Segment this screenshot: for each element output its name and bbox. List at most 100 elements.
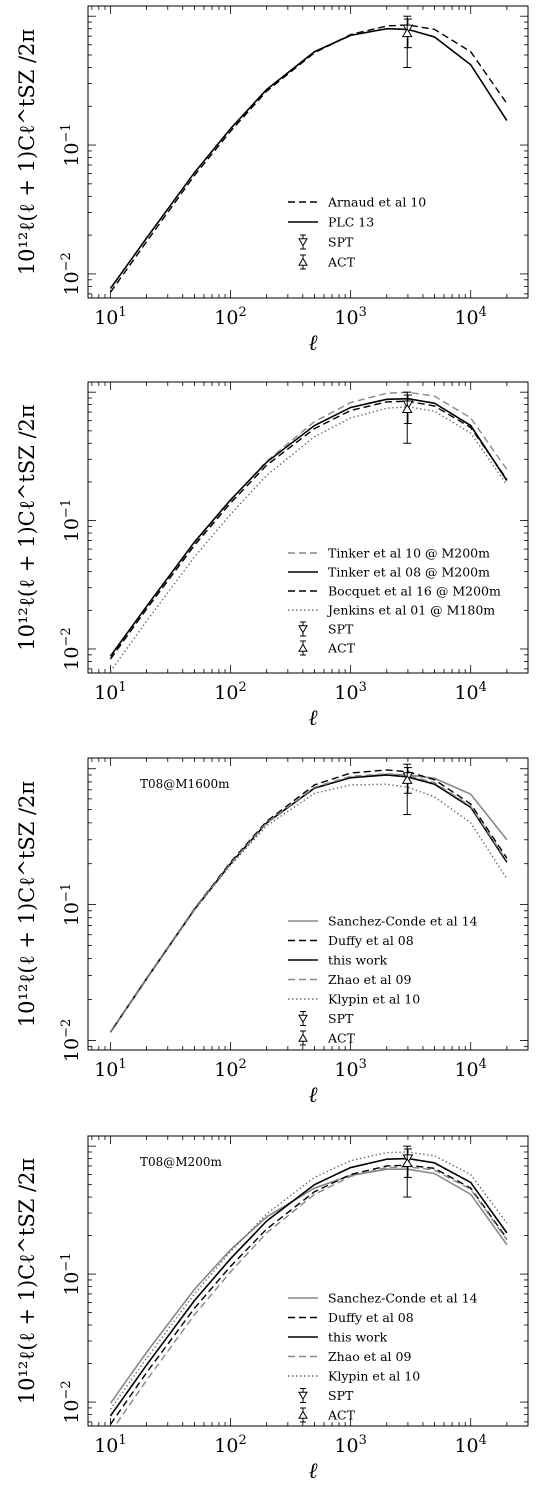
- x-tick-label: 101: [94, 1433, 126, 1457]
- act-data-point: [401, 28, 413, 38]
- legend-marker: [298, 1391, 308, 1401]
- x-tick-label: 103: [334, 680, 366, 704]
- legend-label: Duffy et al 08: [328, 1310, 414, 1325]
- plot-frame: [87, 757, 529, 1051]
- legend: Arnaud et al 10 PLC 13 SPT ACT: [288, 195, 426, 270]
- chart-panel-2: 101 102 103 104 10−2 10−1 ℓ 10¹²ℓ(ℓ + 1)Cℓ^tSZ …: [15, 381, 529, 731]
- legend-label: Bocquet et al 16 @ M200m: [328, 584, 501, 599]
- series-line-1: [109, 24, 508, 293]
- series-line-2: [109, 397, 508, 657]
- y-axis-label: 10¹²ℓ(ℓ + 1)Cℓ^tSZ /2π: [15, 29, 39, 276]
- x-tick-label: 102: [214, 1057, 246, 1081]
- legend-marker: [298, 1033, 308, 1042]
- series-line-4: [109, 406, 508, 672]
- panel-annotation: T08@M200m: [140, 1155, 222, 1169]
- y-tick-label: 10−1: [59, 883, 83, 926]
- x-tick-label: 102: [214, 305, 246, 329]
- x-tick-label: 104: [454, 1057, 486, 1081]
- x-tick-label: 104: [454, 1433, 486, 1457]
- legend-label: SPT: [328, 1011, 354, 1026]
- plot-frame: [87, 1135, 529, 1427]
- legend-label: Jenkins et al 01 @ M180m: [326, 603, 495, 618]
- y-tick-label: 10−2: [59, 627, 83, 670]
- series-line-2: [109, 1164, 508, 1425]
- x-tick-label: 101: [94, 305, 126, 329]
- y-tick-label: 10−1: [59, 123, 83, 166]
- series-line-5: [109, 1151, 508, 1410]
- legend-label: this work: [328, 953, 388, 968]
- x-tick-label: 101: [94, 1057, 126, 1081]
- legend: Tinker et al 10 @ M200m Tinker et al 08 @…: [288, 546, 501, 656]
- x-tick-label: 102: [214, 1433, 246, 1457]
- x-axis-label: ℓ: [308, 1459, 318, 1484]
- series-group: [109, 769, 508, 1033]
- series-line-5: [109, 783, 508, 1033]
- series-line-2: [109, 769, 508, 1033]
- legend-label: ACT: [327, 1031, 356, 1046]
- legend-label: ACT: [327, 1408, 356, 1423]
- legend-marker: [298, 238, 308, 247]
- legend-label: SPT: [328, 235, 354, 250]
- chart-panel-4: 101 102 103 104 10−2 10−1 ℓ 10¹²ℓ(ℓ + 1)Cℓ^tSZ …: [15, 1135, 529, 1484]
- legend-label: SPT: [328, 622, 354, 637]
- series-line-1: [109, 1168, 508, 1404]
- act-data-point: [401, 403, 413, 414]
- legend-label: SPT: [328, 1388, 354, 1403]
- legend: Sanchez-Conde et al 14 Duffy et al 08 this…: [288, 1291, 478, 1423]
- x-tick-label: 102: [214, 680, 246, 704]
- legend-marker: [298, 625, 308, 634]
- y-tick-label: 10−1: [59, 1252, 83, 1295]
- series-group: [109, 1151, 508, 1426]
- legend-label: Duffy et al 08: [328, 933, 414, 948]
- act-data-point: [401, 1157, 413, 1167]
- legend-label: Klypin et al 10: [328, 1369, 420, 1384]
- series-line-4: [114, 1166, 508, 1426]
- y-tick-label: 10−1: [59, 499, 83, 542]
- legend-label: Tinker et al 10 @ M200m: [328, 546, 490, 561]
- legend-marker: [298, 1410, 308, 1419]
- y-axis-label: 10¹²ℓ(ℓ + 1)Cℓ^tSZ /2π: [15, 781, 39, 1028]
- series-group: [109, 24, 508, 293]
- series-line-4: [109, 772, 508, 1033]
- y-tick-label: 10−2: [59, 1380, 83, 1423]
- spt-data-point: [402, 24, 414, 34]
- chart-panel-3: 101 102 103 104 10−2 10−1 ℓ 10¹²ℓ(ℓ + 1)Cℓ^tSZ …: [15, 757, 529, 1108]
- legend-label: Zhao et al 09: [328, 972, 411, 987]
- act-data-point: [401, 774, 413, 784]
- series-line-1: [109, 773, 508, 1033]
- x-axis-label: ℓ: [308, 706, 318, 731]
- legend-label: this work: [328, 1330, 388, 1345]
- legend-label: ACT: [327, 255, 356, 270]
- legend-label: PLC 13: [328, 215, 374, 230]
- chart-panel-1: 101 102 103 104 10−2 10−1 ℓ 10¹²ℓ(ℓ + 1)Cℓ^tSZ …: [15, 5, 529, 356]
- x-tick-label: 104: [454, 305, 486, 329]
- series-group: [109, 391, 508, 672]
- plot-frame: [87, 381, 529, 674]
- series-line-3: [109, 400, 508, 660]
- legend-marker: [298, 1014, 308, 1024]
- y-axis-label: 10¹²ℓ(ℓ + 1)Cℓ^tSZ /2π: [15, 1158, 39, 1405]
- series-line-1: [109, 391, 508, 660]
- x-tick-label: 103: [334, 1057, 366, 1081]
- legend-label: ACT: [327, 641, 356, 656]
- legend-label: Tinker et al 08 @ M200m: [328, 565, 490, 580]
- x-tick-label: 103: [334, 1433, 366, 1457]
- y-axis-label: 10¹²ℓ(ℓ + 1)Cℓ^tSZ /2π: [15, 404, 39, 651]
- legend-marker: [298, 643, 308, 652]
- legend-marker: [298, 257, 308, 266]
- series-line-3: [109, 774, 508, 1033]
- legend-label: Arnaud et al 10: [327, 195, 426, 210]
- y-tick-label: 10−2: [59, 1019, 83, 1062]
- x-tick-label: 104: [454, 680, 486, 704]
- series-line-2: [109, 27, 508, 289]
- plot-frame: [87, 5, 529, 299]
- legend-label: Klypin et al 10: [328, 992, 420, 1007]
- x-axis-label: ℓ: [308, 1083, 318, 1108]
- legend-label: Zhao et al 09: [328, 1349, 411, 1364]
- series-line-3: [109, 1157, 508, 1417]
- spt-data-point: [402, 1154, 414, 1164]
- x-tick-label: 101: [94, 680, 126, 704]
- panel-annotation: T08@M1600m: [140, 777, 230, 791]
- legend-label: Sanchez-Conde et al 14: [328, 914, 478, 929]
